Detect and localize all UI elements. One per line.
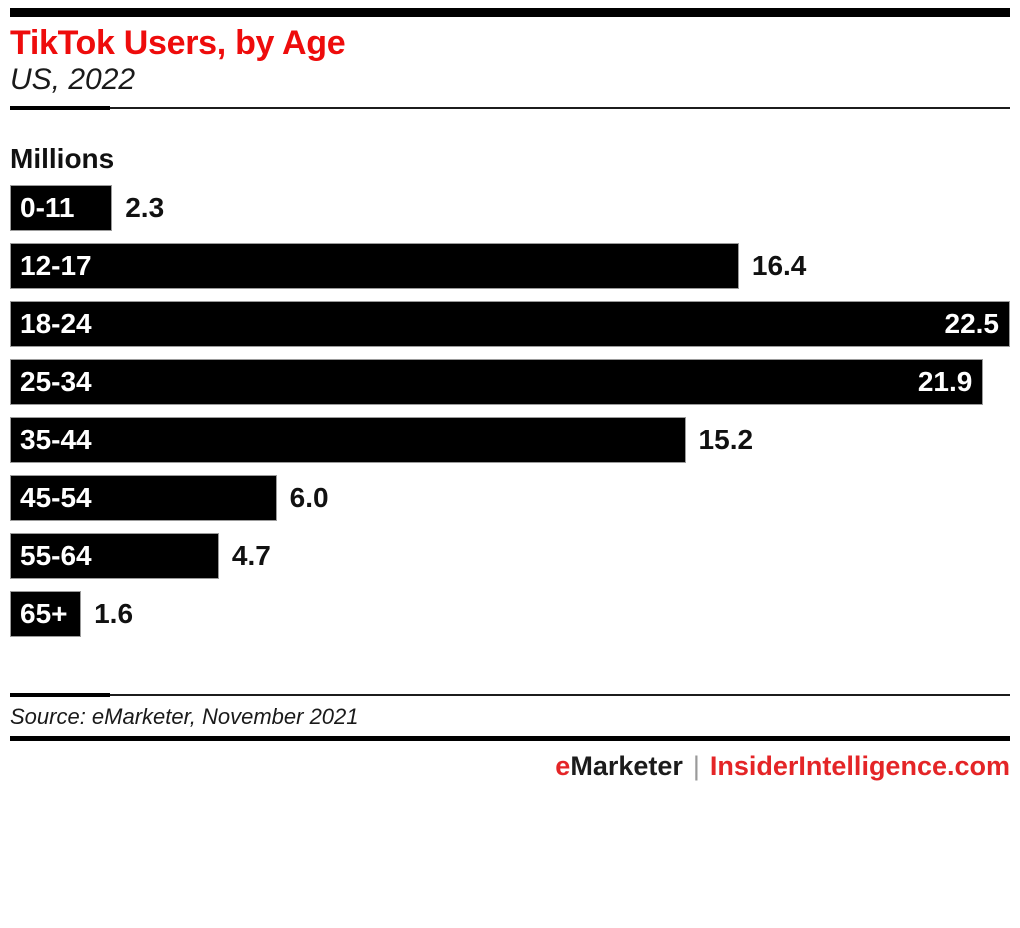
bar-category-label: 12-17 (20, 250, 92, 281)
bar-category-label: 25-34 (20, 366, 92, 397)
bar-35-44: 35-44 (10, 417, 686, 463)
bar-value-label: 4.7 (231, 540, 271, 571)
bar-category-label: 35-44 (20, 424, 92, 455)
bar-55-64: 55-64 (10, 533, 219, 579)
brand-emarketer-e: e (555, 751, 571, 781)
bar-45-54: 45-54 (10, 475, 277, 521)
chart-title: TikTok Users, by Age (10, 24, 346, 62)
bar-category-label: 0-11 (20, 192, 75, 223)
chart-subtitle: US, 2022 (10, 63, 136, 96)
bar-row-12-17: 12-17 16.4 (10, 243, 1010, 289)
bar-chart: 0-11 2.3 12-17 16.4 18-24 22.5 25-34 21.9 35-44 1… (10, 185, 1010, 637)
header-divider (10, 106, 1010, 110)
bar-18-24: 18-24 22.5 (10, 301, 1010, 347)
bar-category-label: 45-54 (20, 482, 92, 513)
bar-value-label: 15.2 (698, 424, 754, 455)
bar-value-label: 22.5 (944, 308, 1000, 339)
branding: eMarketer | InsiderIntelligence.com (10, 751, 1010, 781)
footer-accent-bar (10, 736, 1010, 741)
footer-divider (10, 693, 1010, 697)
bar-row-35-44: 35-44 15.2 (10, 417, 1010, 463)
bar-row-18-24: 18-24 22.5 (10, 301, 1010, 347)
bar-row-25-34: 25-34 21.9 (10, 359, 1010, 405)
bar-25-34: 25-34 21.9 (10, 359, 984, 405)
axis-unit-label: Millions (10, 143, 115, 174)
bar-value-label: 6.0 (289, 482, 329, 513)
bar-category-label: 55-64 (20, 540, 92, 571)
bar-row-65+: 65+ 1.6 (10, 591, 1010, 637)
bar-12-17: 12-17 (10, 243, 739, 289)
brand-emarketer: eMarketer (555, 751, 683, 781)
bar-row-0-11: 0-11 2.3 (10, 185, 1010, 231)
bar-65+: 65+ (10, 591, 82, 637)
top-accent-bar (10, 8, 1010, 17)
bar-value-label: 1.6 (94, 598, 134, 629)
brand-divider: | (692, 751, 700, 781)
brand-emarketer-rest: Marketer (570, 751, 683, 781)
source-note: Source: eMarketer, November 2021 (10, 704, 359, 729)
bar-0-11: 0-11 (10, 185, 113, 231)
bar-category-label: 65+ (20, 598, 68, 629)
bar-row-45-54: 45-54 6.0 (10, 475, 1010, 521)
brand-insider-intelligence: InsiderIntelligence.com (709, 751, 1010, 781)
bar-category-label: 18-24 (20, 308, 92, 339)
chart-page: TikTok Users, by Age US, 2022 Millions 0… (0, 8, 1020, 781)
bar-value-label: 2.3 (125, 192, 165, 223)
bar-row-55-64: 55-64 4.7 (10, 533, 1010, 579)
bar-value-label: 21.9 (917, 366, 973, 397)
bar-value-label: 16.4 (751, 250, 807, 281)
